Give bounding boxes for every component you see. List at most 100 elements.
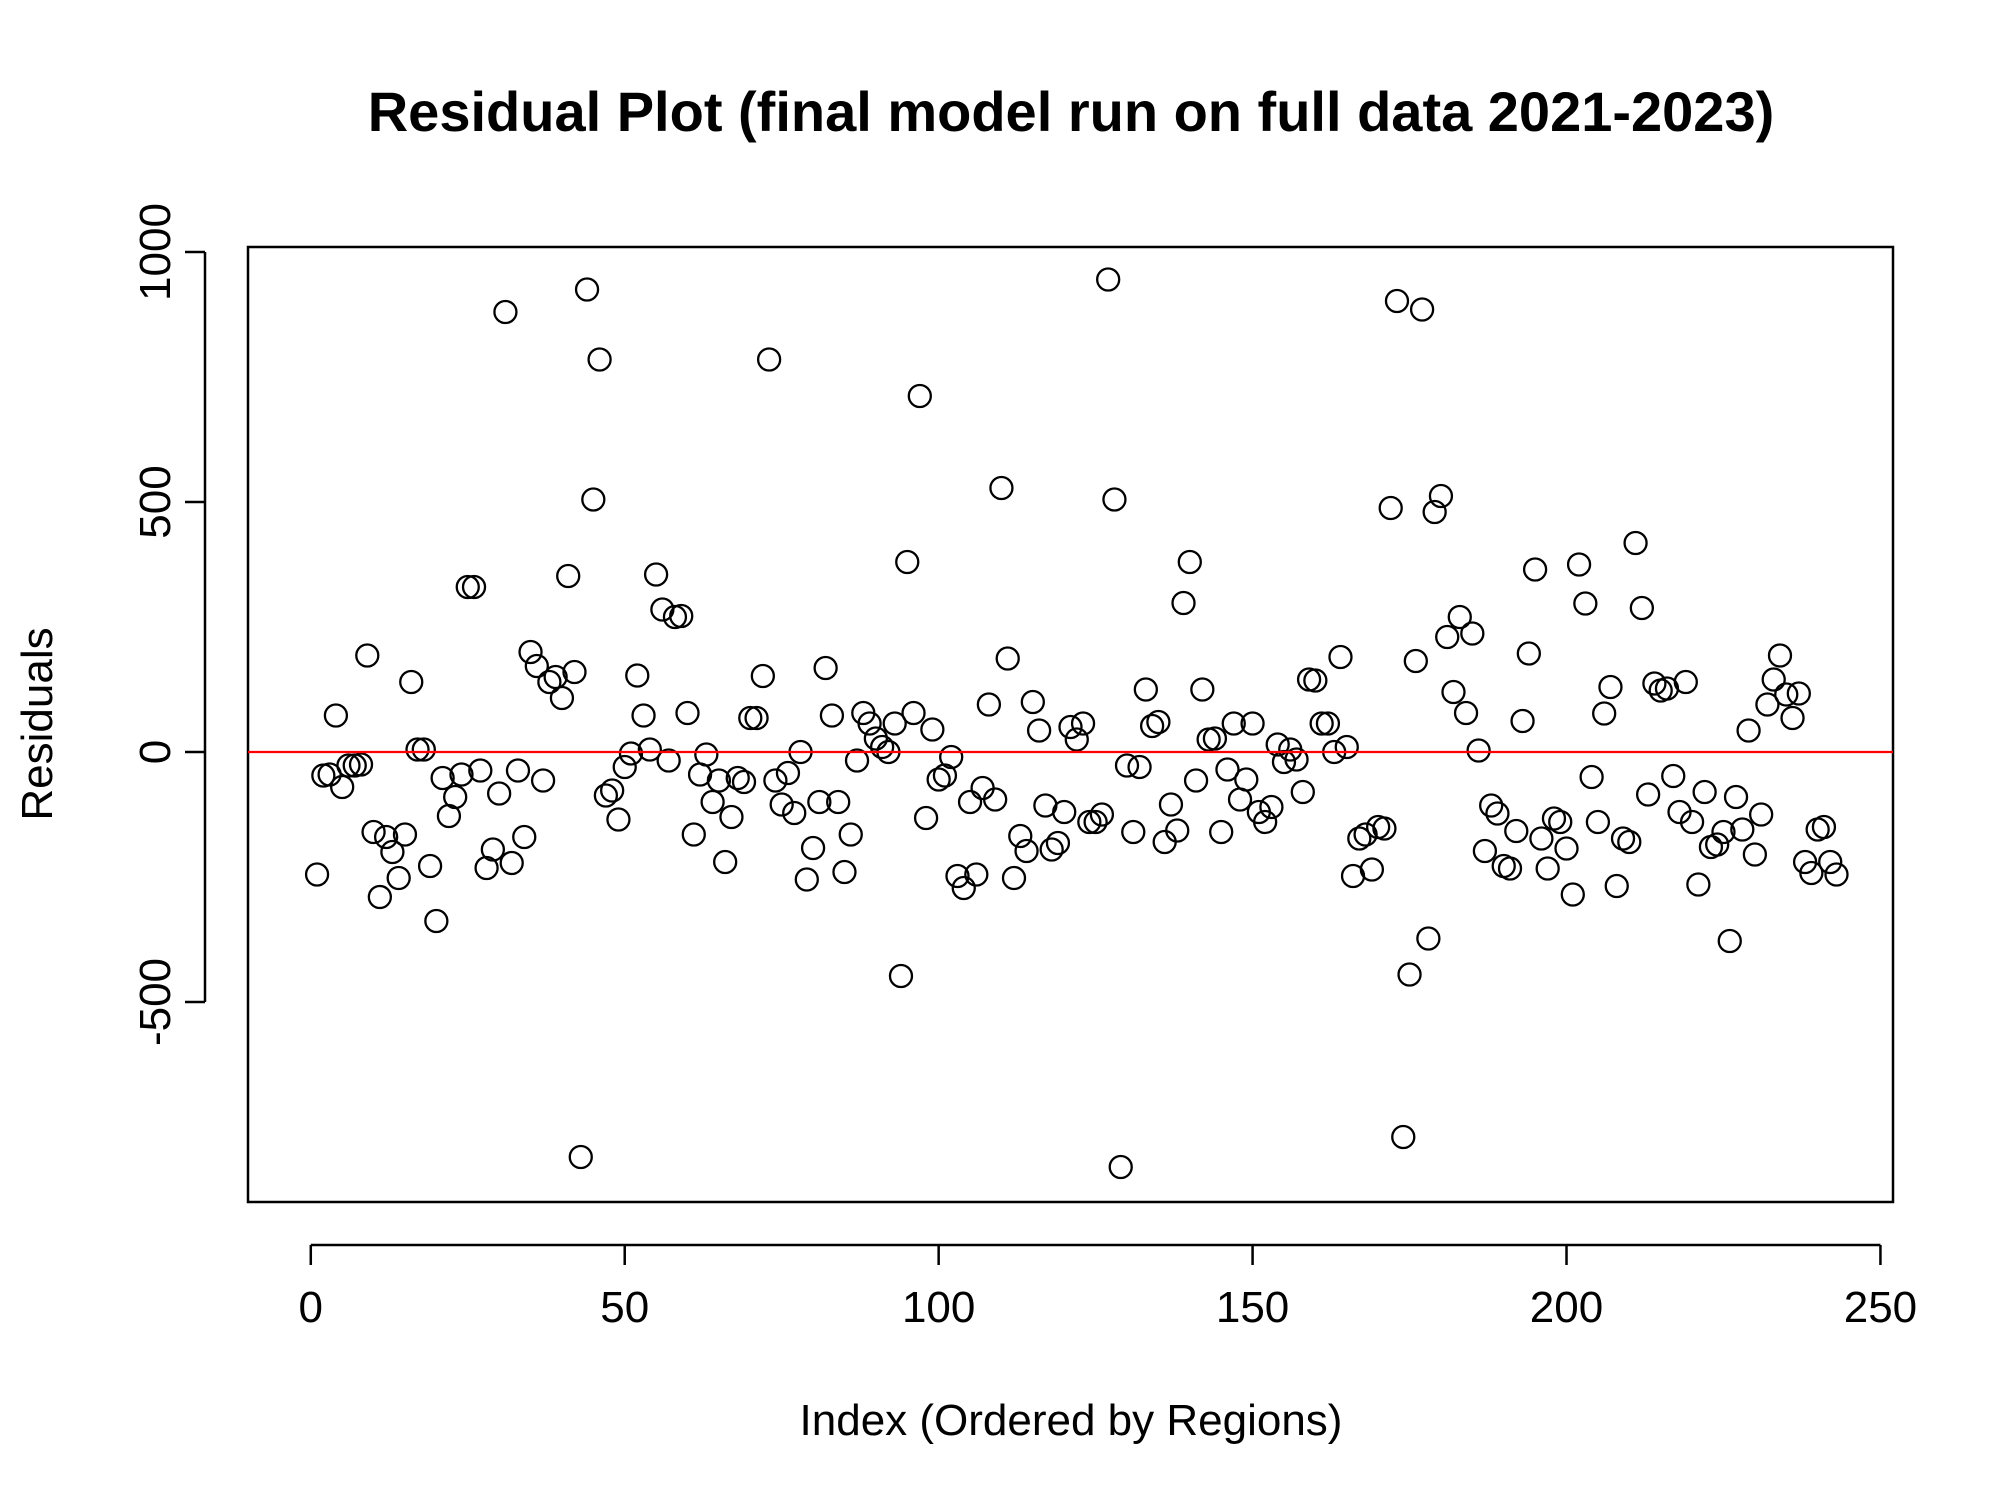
data-point xyxy=(1610,826,1636,851)
data-point xyxy=(606,807,631,832)
x-tick-label: 0 xyxy=(299,1283,323,1332)
y-tick-label: 0 xyxy=(131,740,180,764)
data-point xyxy=(1334,734,1359,760)
data-point xyxy=(907,383,932,409)
data-point xyxy=(449,762,474,787)
data-point xyxy=(1347,826,1372,851)
data-point xyxy=(1428,483,1454,509)
data-point xyxy=(1108,1154,1133,1180)
data-point xyxy=(574,277,600,302)
data-point xyxy=(794,867,819,892)
data-point xyxy=(537,669,562,695)
data-point xyxy=(1397,962,1422,987)
data-point xyxy=(1114,753,1140,778)
data-point xyxy=(1723,784,1749,810)
data-point xyxy=(1466,738,1491,763)
x-tick-label: 200 xyxy=(1530,1283,1603,1332)
data-point xyxy=(600,778,625,803)
data-point xyxy=(1617,829,1642,855)
data-point xyxy=(826,789,851,815)
data-point xyxy=(769,792,794,817)
data-point xyxy=(782,800,807,826)
data-point xyxy=(1058,714,1083,740)
data-point xyxy=(1359,857,1385,882)
data-point xyxy=(512,824,537,850)
y-tick-label: 500 xyxy=(131,465,180,538)
data-point xyxy=(581,487,606,512)
data-point xyxy=(832,859,857,885)
data-point xyxy=(1460,621,1485,646)
data-point xyxy=(1824,862,1849,887)
data-layer xyxy=(248,267,1893,1180)
data-point xyxy=(1447,604,1472,630)
data-point xyxy=(1566,552,1592,577)
data-point xyxy=(348,752,374,777)
data-point xyxy=(800,835,826,861)
data-point xyxy=(1146,709,1171,735)
data-point xyxy=(1673,669,1698,695)
plot-area-frame xyxy=(246,245,1895,1204)
data-point xyxy=(323,703,349,728)
data-point xyxy=(330,774,355,800)
data-point xyxy=(939,744,964,770)
x-axis-ticks: 0 50 100 150 200 250 xyxy=(299,1245,1917,1332)
data-point xyxy=(895,549,920,575)
data-point xyxy=(945,863,970,889)
data-point xyxy=(1315,711,1341,736)
data-point xyxy=(411,737,436,762)
data-point xyxy=(455,574,480,600)
data-point xyxy=(1403,648,1428,674)
data-point xyxy=(1265,732,1290,757)
data-point xyxy=(468,758,493,783)
data-point xyxy=(1585,809,1611,835)
data-point xyxy=(1799,860,1824,886)
chart-title: Residual Plot (final model run on full d… xyxy=(368,80,1775,143)
data-point xyxy=(681,822,706,847)
data-point xyxy=(1711,819,1736,845)
data-point xyxy=(1717,928,1742,954)
data-point xyxy=(1165,818,1190,843)
data-point xyxy=(694,742,719,767)
data-point xyxy=(474,855,499,881)
data-point xyxy=(1284,747,1309,772)
data-point xyxy=(1560,882,1585,907)
data-point xyxy=(568,1144,593,1170)
data-point xyxy=(700,789,725,815)
data-point xyxy=(1629,595,1655,621)
data-point xyxy=(593,783,619,808)
data-point xyxy=(744,705,769,731)
data-point xyxy=(1774,682,1799,707)
data-point xyxy=(813,655,838,681)
data-point xyxy=(1441,679,1466,705)
data-point xyxy=(719,804,744,830)
data-point xyxy=(1290,779,1315,805)
data-point xyxy=(1736,718,1761,743)
data-point xyxy=(1516,641,1541,666)
data-point xyxy=(1479,793,1504,818)
data-point xyxy=(1686,872,1711,897)
data-point xyxy=(1127,754,1152,780)
data-point xyxy=(1811,814,1837,840)
data-point xyxy=(1384,288,1410,314)
data-point xyxy=(725,765,750,791)
data-point xyxy=(1592,701,1617,726)
data-point xyxy=(1391,1124,1416,1150)
data-point xyxy=(1064,727,1089,752)
data-point xyxy=(399,669,424,695)
data-point xyxy=(1139,713,1165,739)
data-point xyxy=(901,700,926,726)
x-axis-label: Index (Ordered by Regions) xyxy=(800,1396,1343,1445)
data-point xyxy=(1755,692,1780,717)
data-point xyxy=(964,862,989,887)
data-point xyxy=(1679,809,1705,835)
data-point xyxy=(1485,801,1510,826)
x-tick-label: 150 xyxy=(1216,1283,1289,1332)
data-point xyxy=(493,299,518,325)
data-point xyxy=(1472,838,1498,864)
data-point xyxy=(1190,677,1215,702)
data-point xyxy=(932,763,958,788)
data-point xyxy=(1240,711,1265,736)
data-point xyxy=(1096,267,1121,292)
data-point xyxy=(1020,689,1045,715)
